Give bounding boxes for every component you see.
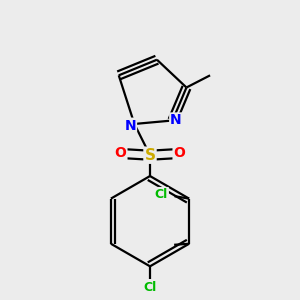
Text: Cl: Cl: [155, 188, 168, 201]
Text: N: N: [124, 119, 136, 133]
Text: N: N: [170, 113, 182, 128]
Text: Cl: Cl: [143, 281, 157, 294]
Text: O: O: [115, 146, 126, 161]
Text: S: S: [145, 148, 155, 163]
Text: O: O: [174, 146, 185, 161]
